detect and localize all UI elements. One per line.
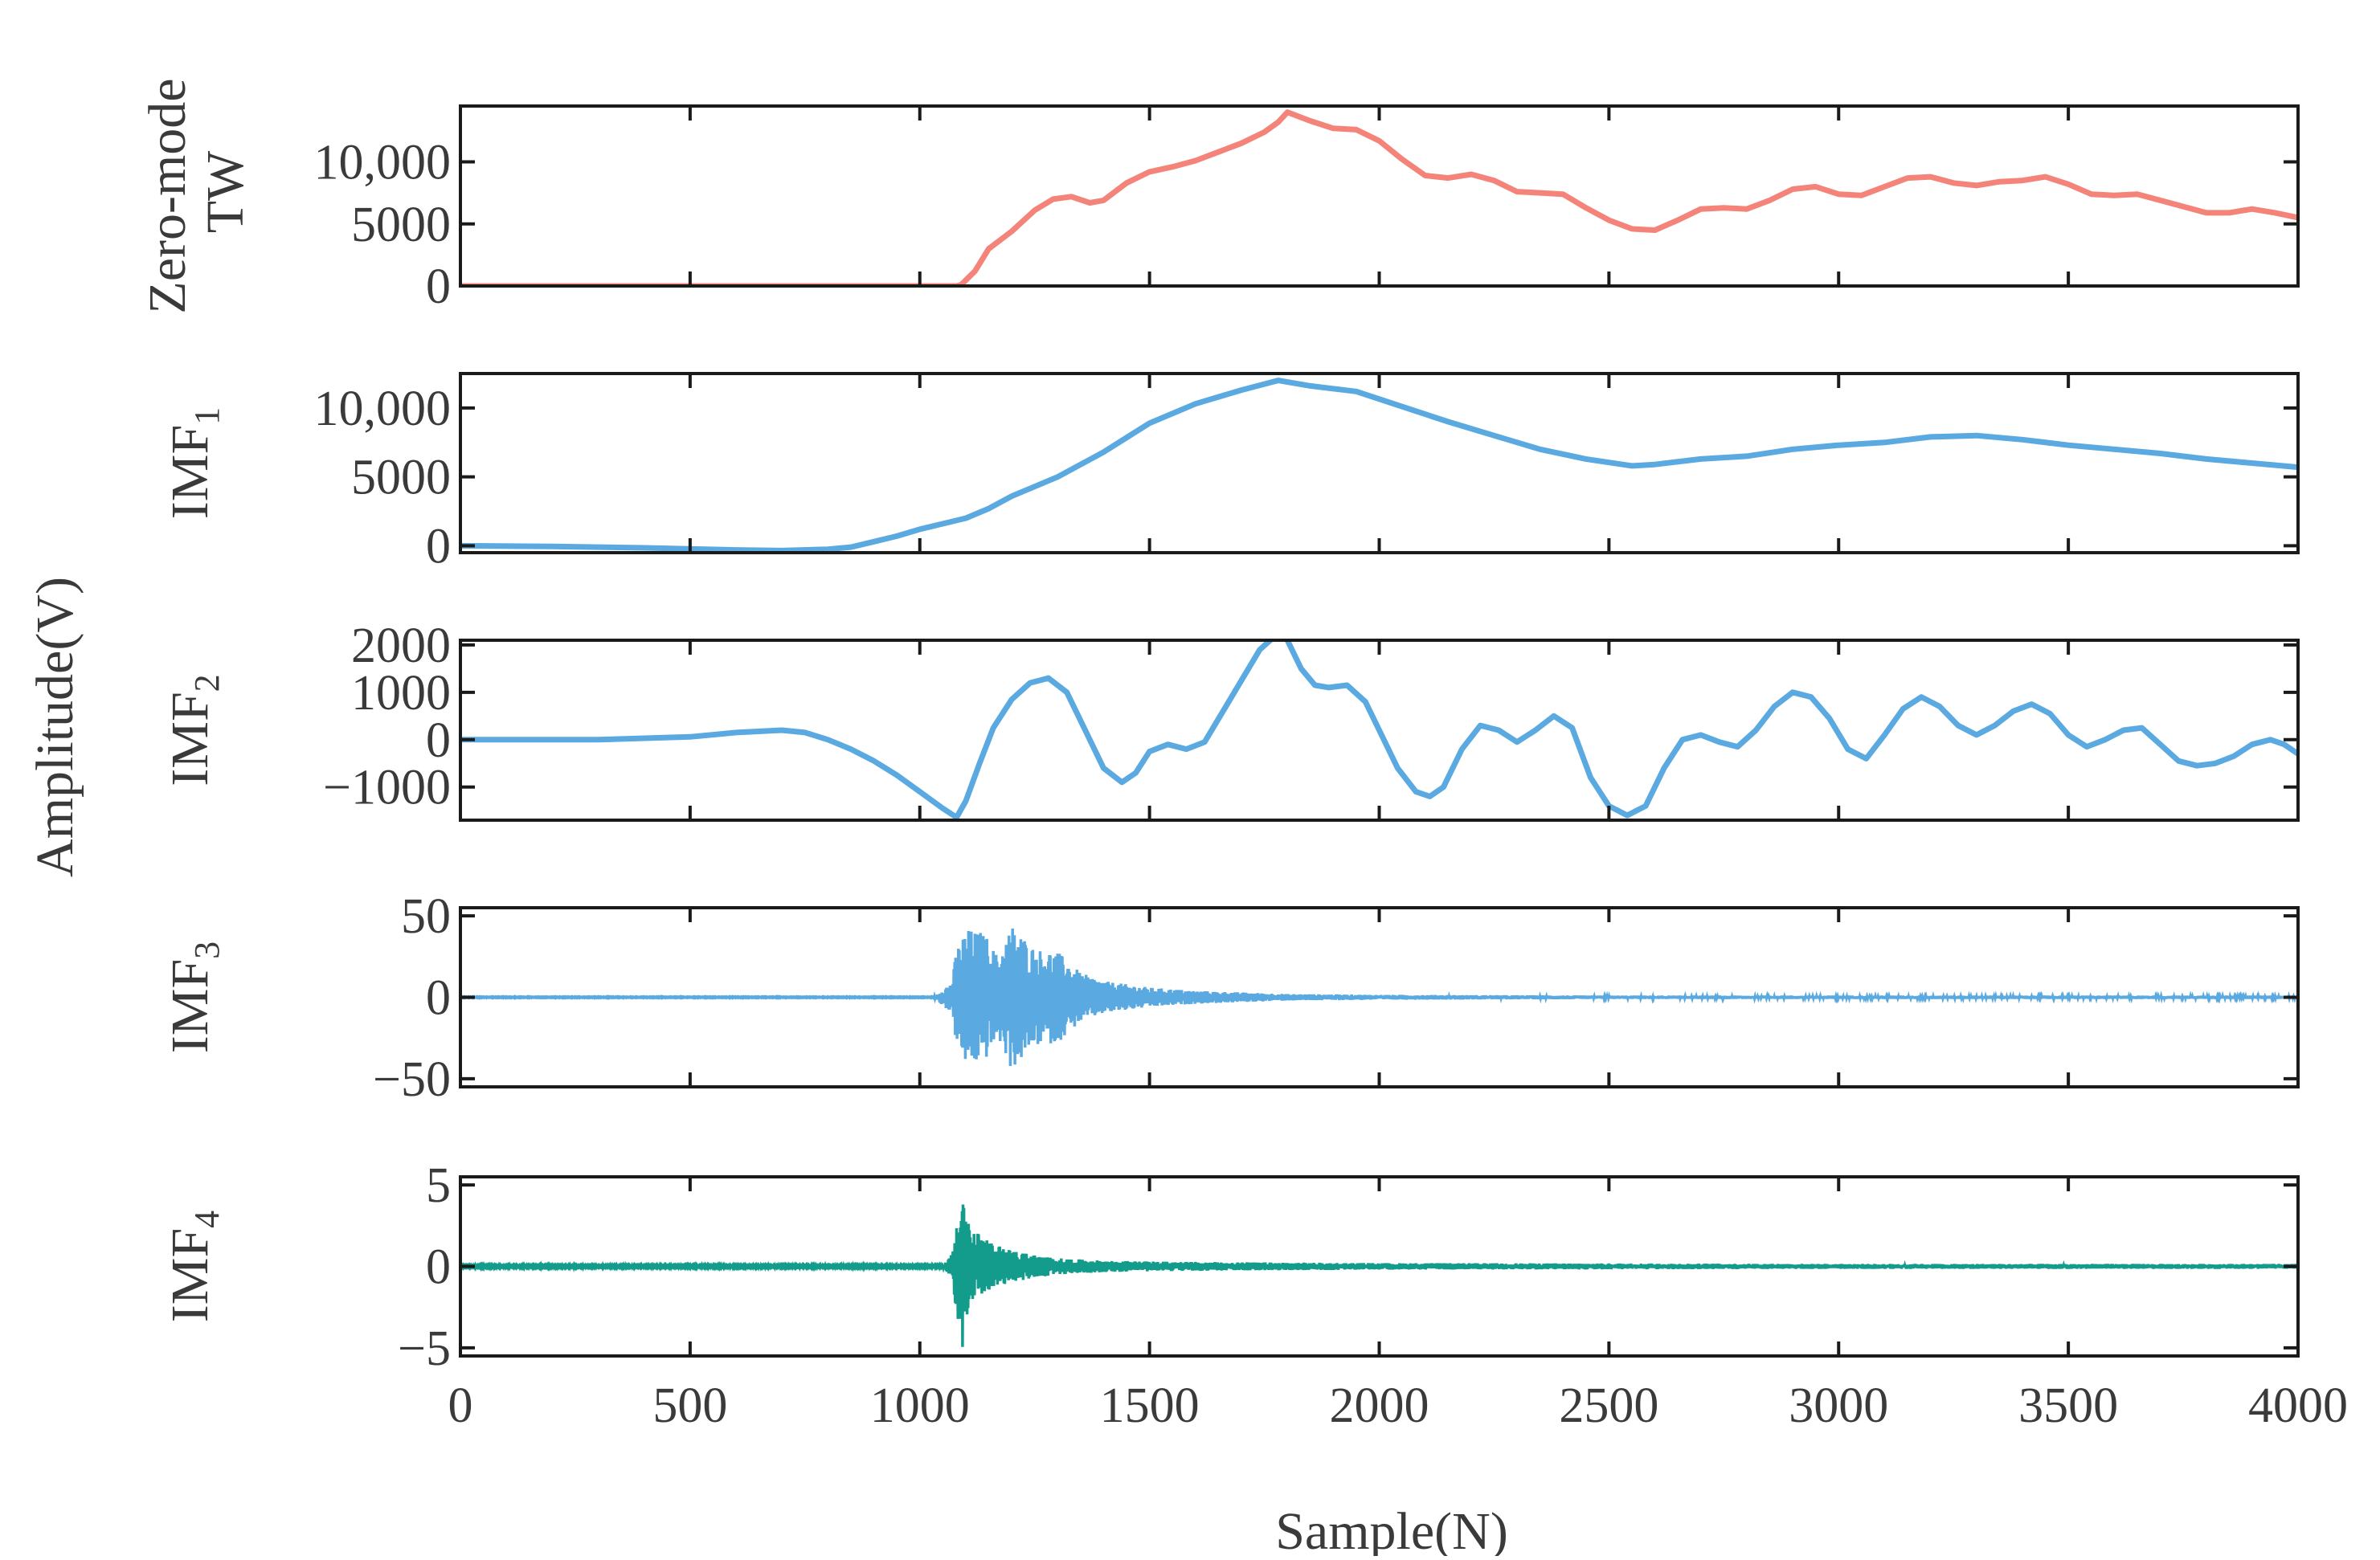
series-line-3: [460, 640, 2298, 820]
x-tick-label: 2500: [1559, 1378, 1658, 1433]
panel-5: −5 0 5 IMF4: [161, 1158, 2300, 1376]
x-tick-label: 1500: [1100, 1378, 1200, 1433]
x-tick-label: 3000: [1789, 1378, 1888, 1433]
panel-ylabel: IMF3: [161, 941, 227, 1053]
x-tick-label: 0: [448, 1378, 473, 1433]
y-tick-label: 50: [401, 889, 451, 944]
y-tick-label: 1000: [351, 666, 451, 721]
panel-4: −50 0 50 IMF3: [161, 889, 2300, 1107]
panel-ylabel: IMF2: [161, 674, 227, 786]
y-tick-label: −1000: [323, 761, 451, 815]
panel-ylabel: IMF1: [161, 407, 227, 519]
panel-1: 0 5000 10,000 Zero-mode TW: [138, 78, 2300, 314]
y-tick-label: 5000: [351, 198, 451, 252]
y-tick-label: 0: [426, 259, 451, 314]
x-tick-label: 1000: [870, 1378, 970, 1433]
x-tick-label: 3500: [2018, 1378, 2118, 1433]
series-line-2: [460, 378, 2298, 553]
y-axis-label: Amplitude(V): [26, 577, 84, 877]
y-tick-label: −5: [398, 1321, 451, 1376]
panel-frame: [459, 104, 2300, 288]
y-tick-label: −50: [373, 1052, 451, 1107]
x-axis-label: Sample(N): [1275, 1502, 1508, 1556]
x-tick-label: 2000: [1330, 1378, 1429, 1433]
x-tick-label: 4000: [2248, 1378, 2348, 1433]
series-line-1: [460, 109, 2298, 286]
panel-ylabel: TW: [196, 150, 255, 233]
y-tick-label: 0: [426, 519, 451, 574]
y-tick-label: 2000: [351, 619, 451, 673]
panel-2: 0 5000 10,000 IMF1: [161, 372, 2300, 574]
series-line-4: [460, 928, 2298, 1067]
y-tick-label: 0: [426, 713, 451, 768]
y-tick-label: 0: [426, 1240, 451, 1295]
y-tick-label: 10,000: [314, 382, 452, 436]
y-tick-label: 0: [426, 971, 451, 1026]
y-tick-label: 5000: [351, 451, 451, 505]
panel-ylabel: Zero-mode: [138, 78, 197, 313]
x-tick-label: 500: [652, 1378, 727, 1433]
panel-ylabel: IMF4: [161, 1211, 227, 1322]
series-line-5: [460, 1204, 2298, 1347]
y-tick-label: 5: [426, 1158, 451, 1213]
y-tick-label: 10,000: [314, 136, 452, 190]
